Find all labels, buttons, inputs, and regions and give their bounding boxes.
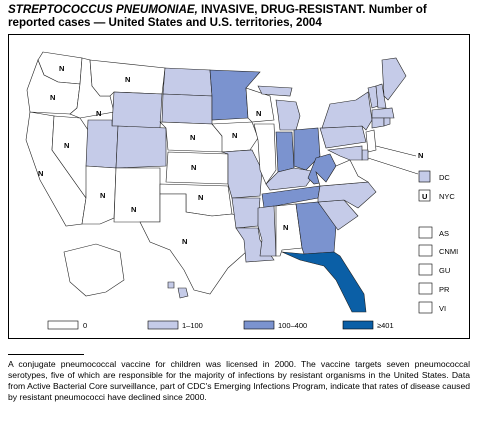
legend-swatch-2 bbox=[243, 320, 275, 330]
legend-label-1: 1–100 bbox=[182, 321, 203, 330]
state-MI bbox=[275, 99, 301, 131]
state-NM bbox=[113, 167, 161, 223]
state-MI-upper bbox=[257, 85, 293, 97]
territory-box-CNMI bbox=[418, 244, 433, 257]
state-UT bbox=[85, 119, 119, 169]
state-AR bbox=[231, 197, 261, 229]
n-label-AZ: N bbox=[100, 191, 105, 200]
state-ND bbox=[162, 67, 213, 97]
n-label-CA: N bbox=[38, 169, 43, 178]
n-label-OK: N bbox=[198, 193, 203, 202]
map-frame bbox=[8, 34, 470, 339]
state-NC bbox=[317, 181, 377, 209]
footnote: A conjugate pneumococcal vaccine for chi… bbox=[8, 359, 470, 402]
n-label-WI: N bbox=[256, 109, 261, 118]
n-label-AL: N bbox=[283, 223, 288, 232]
territory-label-CNMI: CNMI bbox=[439, 247, 458, 256]
state-DE bbox=[361, 149, 369, 161]
dc-label: DC bbox=[439, 173, 450, 182]
state-ME bbox=[381, 57, 407, 101]
legend-label-3: ≥401 bbox=[377, 321, 394, 330]
n-label-OR: N bbox=[50, 93, 55, 102]
n-label-MT: N bbox=[125, 75, 130, 84]
state-OH bbox=[293, 127, 321, 171]
figure-title: STREPTOCOCCUS PNEUMONIAE, INVASIVE, DRUG… bbox=[8, 3, 470, 29]
n-label-WA: N bbox=[59, 64, 64, 73]
territory-label-PR: PR bbox=[439, 285, 450, 294]
state-NH bbox=[375, 83, 387, 109]
n-label-IA: N bbox=[232, 131, 237, 140]
state-PA bbox=[319, 125, 367, 149]
state-MO bbox=[221, 149, 263, 199]
nyc-box bbox=[418, 189, 431, 202]
n-label-NE: N bbox=[190, 133, 195, 142]
state-KS bbox=[165, 151, 229, 185]
state-SD bbox=[161, 93, 213, 125]
state-MD bbox=[326, 145, 363, 161]
state-AK bbox=[63, 243, 125, 297]
state-WI bbox=[245, 87, 275, 123]
nyc-label: NYC bbox=[439, 192, 455, 201]
state-WY bbox=[111, 91, 163, 129]
n-label-ID: N bbox=[96, 109, 101, 118]
n-label-KS: N bbox=[191, 163, 196, 172]
title-rest: INVASIVE, DRUG-RESISTANT. Number of repo… bbox=[8, 3, 427, 29]
state-AZ bbox=[81, 165, 117, 225]
dc-box bbox=[418, 170, 431, 183]
territory-label-AS: AS bbox=[439, 229, 449, 238]
legend-swatch-0 bbox=[47, 320, 79, 330]
n-label-NJ: N bbox=[418, 151, 423, 160]
state-MA bbox=[371, 107, 395, 119]
territory-box-VI bbox=[418, 301, 433, 314]
state-RI bbox=[383, 117, 391, 127]
territory-box-PR bbox=[418, 282, 433, 295]
territory-box-AS bbox=[418, 226, 433, 239]
territory-box-GU bbox=[418, 263, 433, 276]
nyc-box-label: U bbox=[422, 192, 427, 201]
state-NJ bbox=[365, 129, 377, 153]
state-NY bbox=[321, 91, 373, 131]
state-IN bbox=[275, 131, 295, 173]
territory-label-GU: GU bbox=[439, 266, 450, 275]
footnote-rule bbox=[8, 354, 84, 355]
legend-label-2: 100–400 bbox=[278, 321, 307, 330]
legend-swatch-3 bbox=[342, 320, 374, 330]
legend-swatch-1 bbox=[147, 320, 179, 330]
n-label-TX: N bbox=[182, 237, 187, 246]
state-CO bbox=[115, 125, 167, 169]
state-MS bbox=[257, 205, 277, 257]
title-italic: STREPTOCOCCUS PNEUMONIAE, bbox=[8, 3, 198, 16]
territory-label-VI: VI bbox=[439, 304, 446, 313]
state-CT bbox=[371, 117, 385, 129]
legend-label-0: 0 bbox=[83, 321, 87, 330]
n-label-NV: N bbox=[64, 141, 69, 150]
state-HI-2 bbox=[177, 287, 189, 299]
n-label-NM: N bbox=[131, 205, 136, 214]
state-FL bbox=[281, 251, 367, 313]
state-VA bbox=[315, 159, 369, 187]
state-TX bbox=[139, 193, 247, 295]
state-HI-1 bbox=[167, 281, 175, 289]
